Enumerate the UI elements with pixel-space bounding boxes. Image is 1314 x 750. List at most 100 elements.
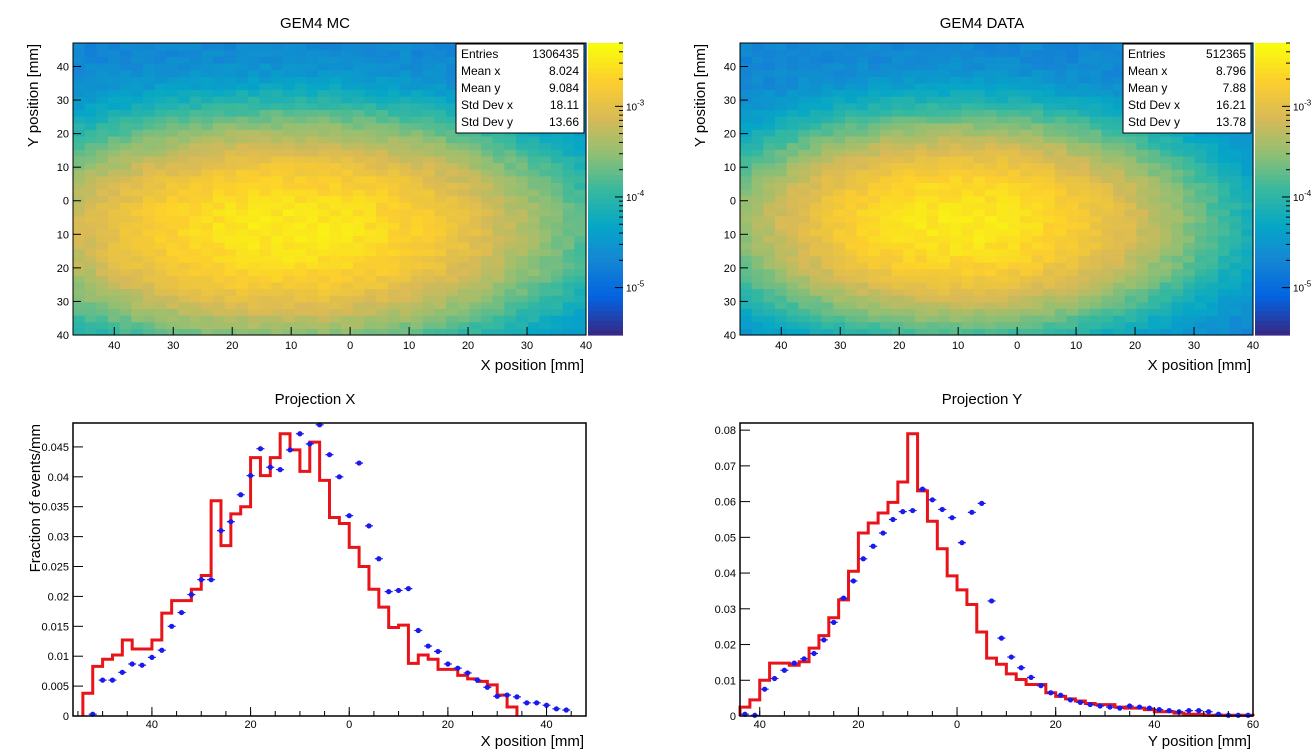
heatmap-cell — [868, 76, 881, 84]
heatmap-cell — [247, 208, 261, 217]
heatmap-cell — [457, 262, 471, 270]
heatmap-cell — [271, 122, 284, 130]
data-point — [1206, 709, 1212, 715]
colorbar-swatch — [1255, 189, 1290, 195]
heatmap-cell — [1008, 149, 1021, 157]
heatmap-cell — [786, 321, 799, 329]
heatmap-cell — [434, 96, 447, 104]
heatmap-cell — [949, 275, 963, 283]
heatmap-cell — [201, 208, 214, 217]
heatmap-cell — [422, 169, 436, 177]
heatmap-cell — [1031, 268, 1044, 276]
heatmap-cell — [1183, 175, 1196, 183]
heatmap-cell — [317, 268, 331, 276]
heatmap-cell — [868, 288, 881, 296]
heatmap-cell — [84, 321, 97, 329]
heatmap-cell — [107, 169, 121, 177]
heatmap-cell — [1241, 275, 1254, 283]
heatmap-cell — [177, 262, 191, 270]
heatmap-cell — [961, 69, 974, 77]
heatmap-cell — [166, 308, 179, 316]
heatmap-cell — [457, 235, 471, 243]
heatmap-cell — [73, 89, 86, 97]
heatmap-cell — [949, 222, 963, 230]
heatmap-cell — [411, 89, 424, 97]
heatmap-cell — [201, 89, 214, 97]
heatmap-cell — [984, 222, 998, 230]
heatmap-cell — [984, 82, 998, 91]
heatmap-cell — [107, 69, 121, 77]
heatmap-cell — [751, 122, 764, 130]
heatmap-cell — [1031, 175, 1044, 183]
heatmap-cell — [107, 208, 121, 217]
heatmap-cell — [154, 222, 167, 230]
heatmap-cell — [798, 162, 811, 170]
heatmap-cell — [879, 275, 893, 283]
heatmap-cell — [294, 129, 307, 137]
heatmap-cell — [798, 56, 811, 64]
heatmap-cell — [446, 149, 459, 157]
heatmap-cell — [1183, 308, 1196, 316]
heatmap-cell — [446, 301, 459, 310]
x-tick-label: 10 — [285, 340, 297, 352]
heatmap-cell — [446, 89, 459, 97]
y-tick-label: 10 — [57, 229, 69, 241]
colorbar-swatch — [588, 169, 623, 175]
colorbar-swatch — [1255, 252, 1290, 258]
heatmap-cell — [551, 135, 564, 144]
heatmap-cell — [949, 43, 963, 51]
colorbar-swatch — [1255, 266, 1290, 273]
heatmap-cell — [984, 142, 998, 150]
heatmap-cell — [856, 189, 869, 197]
heatmap-cell — [809, 149, 823, 157]
heatmap-cell — [833, 82, 846, 91]
heatmap-cell — [364, 308, 377, 316]
heatmap-cell — [891, 182, 904, 190]
heatmap-cell — [821, 175, 834, 183]
heatmap-cell — [387, 142, 401, 150]
heatmap-cell — [212, 169, 226, 177]
heatmap-cell — [96, 235, 109, 243]
heatmap-cell — [833, 56, 846, 64]
heatmap-cell — [364, 315, 377, 323]
heatmap-cell — [833, 49, 846, 57]
heatmap-cell — [833, 43, 846, 51]
heatmap-cell — [1089, 328, 1103, 336]
heatmap-cell — [996, 308, 1009, 316]
heatmap-cell — [317, 281, 331, 290]
heatmap-cell — [1124, 169, 1138, 177]
heatmap-cell — [434, 321, 447, 329]
heatmap-cell — [926, 315, 939, 323]
heatmap-cell — [119, 162, 132, 170]
heatmap-cell — [856, 268, 869, 276]
heatmap-cell — [961, 102, 974, 110]
heatmap-cell — [131, 328, 144, 336]
heatmap-cell — [1183, 202, 1196, 210]
colorbar-swatch — [1255, 208, 1290, 214]
heatmap-cell — [1019, 215, 1033, 223]
heatmap-cell — [844, 208, 858, 217]
heatmap-cell — [938, 235, 951, 243]
heatmap-cell — [740, 281, 753, 290]
heatmap-cell — [84, 202, 97, 210]
stats-label: Std Dev x — [1128, 98, 1180, 112]
heatmap-cell — [856, 96, 869, 104]
heatmap-cell — [562, 255, 575, 263]
heatmap-cell — [891, 275, 904, 283]
heatmap-cell — [73, 295, 86, 303]
heatmap-cell — [364, 109, 377, 117]
heatmap-cell — [763, 43, 776, 51]
heatmap-cell — [317, 116, 331, 124]
heatmap-cell — [399, 321, 412, 329]
heatmap-cell — [1019, 116, 1033, 124]
heatmap-cell — [527, 301, 540, 310]
heatmap-cell — [1054, 308, 1068, 316]
heatmap-cell — [329, 315, 342, 323]
heatmap-cell — [763, 235, 776, 243]
heatmap-cell — [516, 142, 529, 150]
data-point — [1117, 705, 1123, 711]
heatmap-cell — [154, 49, 167, 57]
heatmap-cell — [751, 89, 764, 97]
heatmap-cell — [446, 109, 459, 117]
x-tick-label: 10 — [1070, 340, 1082, 352]
